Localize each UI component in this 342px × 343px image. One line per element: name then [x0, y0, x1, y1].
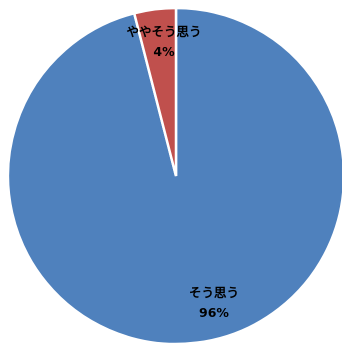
- slice-category-label: ややそう思う: [126, 24, 201, 39]
- slice-category-label: そう思う: [189, 285, 239, 300]
- slice-value-label: 4%: [153, 44, 175, 59]
- pie-labels: そう思う 96% ややそう思う 4%: [126, 24, 239, 320]
- pie-slice-yaya-sou-omou: [132, 6, 178, 177]
- slice-value-label: 96%: [199, 305, 229, 320]
- pie-slices: [6, 6, 342, 343]
